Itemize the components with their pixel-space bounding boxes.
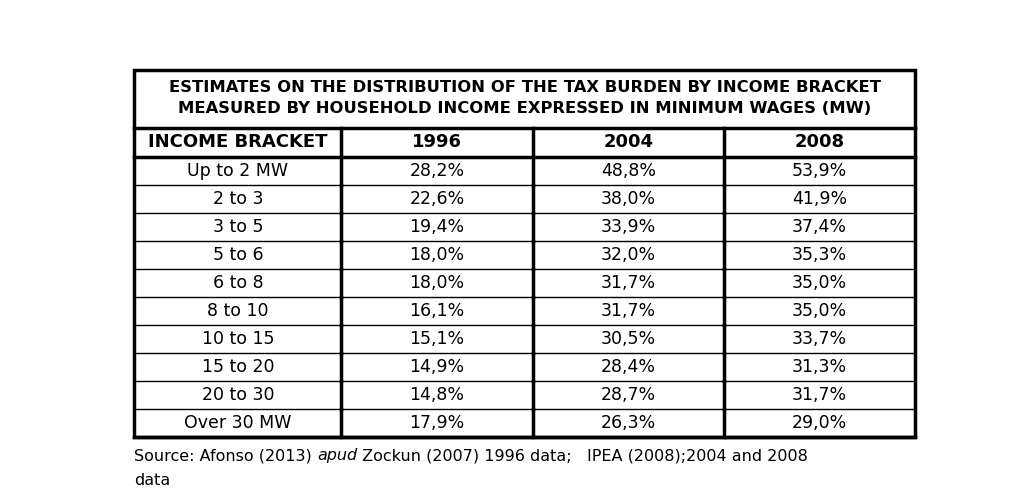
Text: 37,4%: 37,4%	[793, 218, 847, 236]
Text: 29,0%: 29,0%	[792, 414, 847, 431]
Text: 35,0%: 35,0%	[792, 302, 847, 320]
Text: apud: apud	[317, 448, 357, 463]
Text: 18,0%: 18,0%	[410, 274, 465, 292]
Text: 41,9%: 41,9%	[792, 190, 847, 208]
Text: 17,9%: 17,9%	[410, 414, 465, 431]
Text: MEASURED BY HOUSEHOLD INCOME EXPRESSED IN MINIMUM WAGES (MW): MEASURED BY HOUSEHOLD INCOME EXPRESSED I…	[178, 101, 871, 116]
Text: 31,7%: 31,7%	[601, 274, 655, 292]
Text: 14,9%: 14,9%	[410, 358, 465, 375]
Text: 31,7%: 31,7%	[601, 302, 655, 320]
Text: 18,0%: 18,0%	[410, 246, 465, 264]
Text: 32,0%: 32,0%	[601, 246, 655, 264]
Text: 3 to 5: 3 to 5	[213, 218, 263, 236]
Text: Zockun (2007) 1996 data;   IPEA (2008);2004 and 2008: Zockun (2007) 1996 data; IPEA (2008);200…	[357, 448, 808, 463]
Text: 31,7%: 31,7%	[792, 386, 847, 404]
Text: 28,7%: 28,7%	[601, 386, 655, 404]
Text: 35,0%: 35,0%	[792, 274, 847, 292]
Text: 10 to 15: 10 to 15	[202, 330, 274, 348]
Text: 33,9%: 33,9%	[601, 218, 656, 236]
Text: 19,4%: 19,4%	[410, 218, 465, 236]
Text: data: data	[134, 473, 171, 488]
Text: 38,0%: 38,0%	[601, 190, 655, 208]
Text: 48,8%: 48,8%	[601, 162, 655, 180]
Text: 30,5%: 30,5%	[601, 330, 655, 348]
Text: 28,2%: 28,2%	[410, 162, 465, 180]
Text: Up to 2 MW: Up to 2 MW	[187, 162, 289, 180]
Text: 15,1%: 15,1%	[410, 330, 465, 348]
Text: INCOME BRACKET: INCOME BRACKET	[148, 134, 328, 151]
Text: 2008: 2008	[795, 134, 845, 151]
Text: 28,4%: 28,4%	[601, 358, 655, 375]
Text: 31,3%: 31,3%	[792, 358, 847, 375]
Text: 15 to 20: 15 to 20	[202, 358, 274, 375]
Text: 26,3%: 26,3%	[601, 414, 656, 431]
Text: 2004: 2004	[603, 134, 653, 151]
Text: ESTIMATES ON THE DISTRIBUTION OF THE TAX BURDEN BY INCOME BRACKET: ESTIMATES ON THE DISTRIBUTION OF THE TAX…	[169, 80, 881, 95]
Text: 16,1%: 16,1%	[410, 302, 465, 320]
Text: 1996: 1996	[412, 134, 462, 151]
Text: 33,7%: 33,7%	[792, 330, 847, 348]
Text: 2 to 3: 2 to 3	[213, 190, 263, 208]
Text: 20 to 30: 20 to 30	[202, 386, 274, 404]
Text: 14,8%: 14,8%	[410, 386, 465, 404]
Text: Source: Afonso (2013): Source: Afonso (2013)	[134, 448, 317, 463]
Text: 22,6%: 22,6%	[410, 190, 465, 208]
Text: 8 to 10: 8 to 10	[207, 302, 268, 320]
Text: 5 to 6: 5 to 6	[213, 246, 263, 264]
Text: 53,9%: 53,9%	[792, 162, 847, 180]
Text: 6 to 8: 6 to 8	[213, 274, 263, 292]
Text: 35,3%: 35,3%	[792, 246, 847, 264]
Text: Over 30 MW: Over 30 MW	[184, 414, 292, 431]
